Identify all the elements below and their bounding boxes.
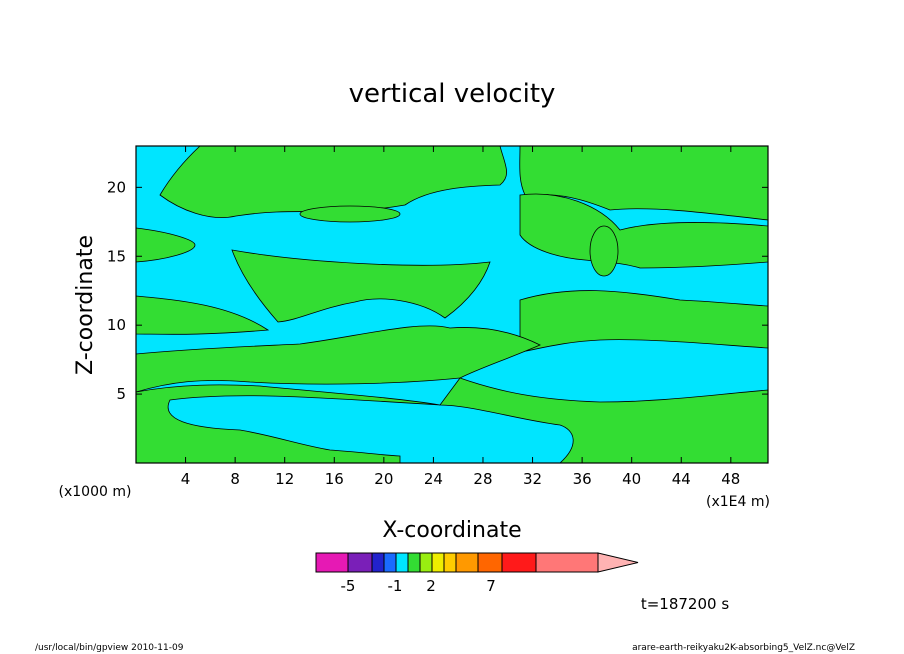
y-tick-label: 20 xyxy=(107,178,126,196)
positive-region-upper-band xyxy=(519,193,768,269)
colorbar-labels: -5 -1 2 7 xyxy=(341,577,496,595)
colorbar-arrow xyxy=(597,552,639,573)
y-tick-label: 15 xyxy=(107,247,126,265)
colorbar-swatch xyxy=(477,552,503,573)
x-tick-label: 36 xyxy=(573,470,592,488)
positive-region-top-right xyxy=(519,146,768,221)
x-tick-label: 32 xyxy=(523,470,542,488)
x-tick-label: 8 xyxy=(230,470,240,488)
y-tick-label: 10 xyxy=(107,316,126,334)
x-axis: 4 8 12 16 20 24 28 32 36 40 44 48 xyxy=(181,146,740,488)
chart-title: vertical velocity xyxy=(349,79,556,109)
x-tick-label: 44 xyxy=(672,470,691,488)
colorbar-label: 7 xyxy=(486,577,496,595)
positive-region-bottom-left xyxy=(136,384,441,463)
contour-field xyxy=(136,146,768,463)
colorbar-swatch xyxy=(347,552,373,573)
colorbar-swatch xyxy=(383,552,397,573)
colorbar-label: -5 xyxy=(341,577,356,595)
colorbar-label: -1 xyxy=(388,577,403,595)
colorbar-swatch xyxy=(419,552,433,573)
y-axis-label: Z-coordinate xyxy=(73,235,98,375)
colorbar-swatch xyxy=(443,552,457,573)
x-tick-label: 40 xyxy=(622,470,641,488)
positive-blob-small xyxy=(299,205,401,223)
colorbar-swatch xyxy=(535,552,599,573)
x-axis-label: X-coordinate xyxy=(382,518,521,543)
colorbar-swatch xyxy=(455,552,479,573)
x-tick-label: 48 xyxy=(721,470,740,488)
positive-region-mid-left xyxy=(136,295,270,335)
positive-region-left-lobe xyxy=(136,227,196,263)
positive-region-wedge xyxy=(231,249,491,323)
y-tick-label: 5 xyxy=(116,385,126,403)
time-label: t=187200 s xyxy=(641,595,729,613)
colorbar-swatch xyxy=(395,552,409,573)
colorbar-swatch xyxy=(407,552,421,573)
colorbar-swatch xyxy=(315,552,349,573)
x-tick-label: 4 xyxy=(181,470,191,488)
x-tick-label: 20 xyxy=(374,470,393,488)
x-unit-label: (x1E4 m) xyxy=(706,494,770,510)
x-tick-label: 24 xyxy=(424,470,443,488)
x-tick-label: 12 xyxy=(275,470,294,488)
y-axis: 5 10 15 20 xyxy=(107,178,768,403)
y-unit-label: (x1000 m) xyxy=(59,484,132,500)
colorbar-swatch xyxy=(371,552,385,573)
footer-left: /usr/local/bin/gpview 2010-11-09 xyxy=(35,643,184,653)
colorbar-swatch xyxy=(431,552,445,573)
colorbar xyxy=(315,552,639,573)
colorbar-swatch xyxy=(501,552,537,573)
x-tick-label: 28 xyxy=(473,470,492,488)
positive-region-mid-right xyxy=(519,290,768,353)
footer-right: arare-earth-reikyaku2K-absorbing5_VelZ.n… xyxy=(632,643,855,653)
plot-frame xyxy=(135,145,769,464)
negative-blob xyxy=(589,225,619,277)
positive-region-center-band xyxy=(136,325,541,393)
x-tick-label: 16 xyxy=(325,470,344,488)
colorbar-label: 2 xyxy=(426,577,436,595)
